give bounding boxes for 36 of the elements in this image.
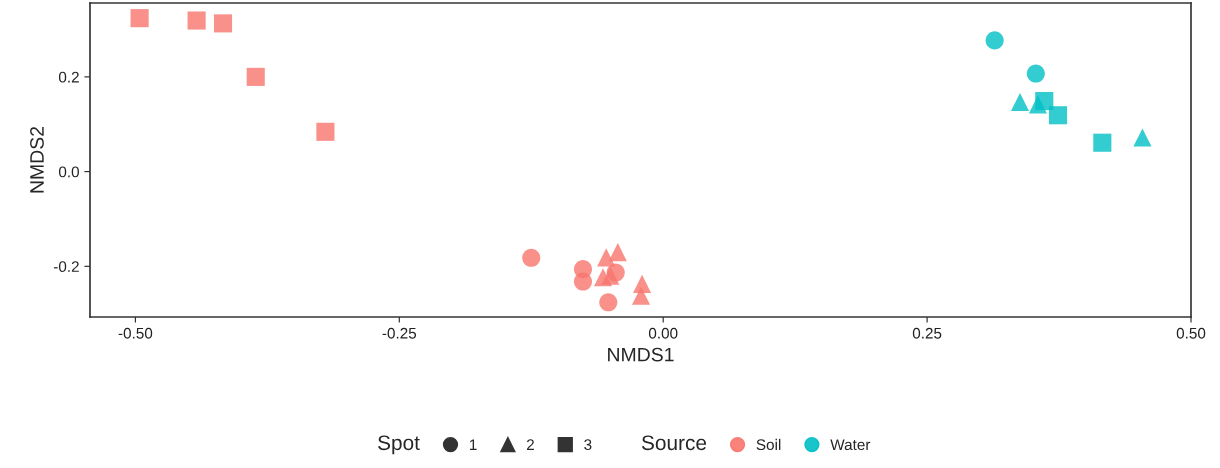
point (246, 67, 265, 86)
point (522, 248, 541, 267)
text: 2 (526, 439, 534, 450)
y-axis-title: NMDS2 (30, 126, 44, 193)
point (213, 14, 233, 33)
legend-title: Source (641, 435, 707, 451)
point (1026, 64, 1045, 83)
text: 1 (469, 439, 477, 450)
point (130, 9, 149, 28)
point (1010, 92, 1030, 112)
y-tick-label: -0.2 (53, 261, 79, 273)
x-tick-label: 0.00 (648, 327, 678, 339)
x-tick-label: -0.25 (382, 327, 417, 339)
point (985, 31, 1004, 50)
text: 3 (584, 439, 592, 451)
point (187, 11, 206, 30)
text: Spot (378, 435, 420, 455)
point (599, 293, 618, 312)
y-tick-label: 0.2 (58, 71, 79, 83)
point (597, 248, 616, 267)
x-axis-title: NMDS1 (608, 347, 674, 362)
point (608, 243, 627, 262)
x-tick-label: -0.50 (118, 327, 153, 339)
point (631, 286, 651, 305)
legend-label: Soil (756, 438, 781, 451)
legend-label: Water (830, 439, 871, 451)
point (1133, 128, 1152, 147)
point (1093, 133, 1112, 152)
x-tick-label: 0.50 (1176, 327, 1206, 339)
point (601, 266, 620, 285)
point (1028, 95, 1047, 114)
point (316, 122, 335, 141)
x-tick-label: 0.25 (912, 327, 942, 339)
point (1048, 106, 1068, 125)
y-tick-label: 0.0 (58, 166, 79, 178)
point (573, 272, 593, 291)
